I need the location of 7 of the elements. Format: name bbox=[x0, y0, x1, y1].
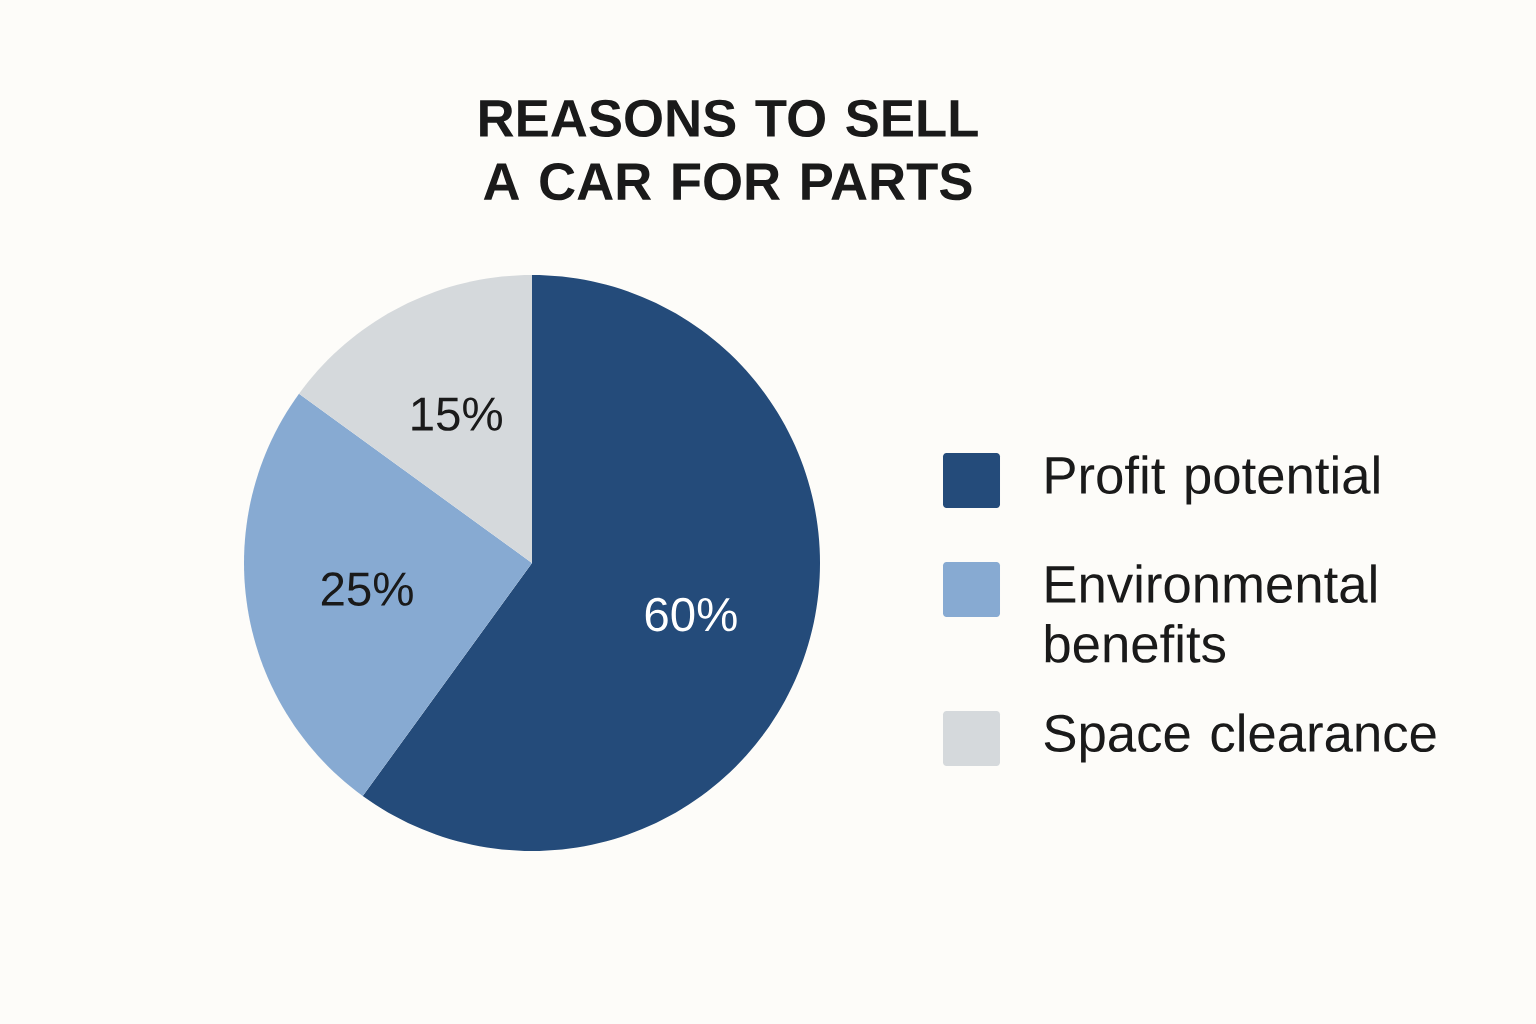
data-label: 25% bbox=[321, 572, 413, 606]
legend-label: Environmental benefits bbox=[1045, 564, 1376, 663]
legend-label: Profit potential bbox=[1046, 455, 1379, 505]
data-label: 60% bbox=[645, 597, 737, 632]
chart-title: REASONS TO SELL A CAR FOR PARTS bbox=[480, 99, 978, 201]
legend-label: Space clearance bbox=[1044, 713, 1436, 763]
data-label: 15% bbox=[412, 397, 502, 431]
